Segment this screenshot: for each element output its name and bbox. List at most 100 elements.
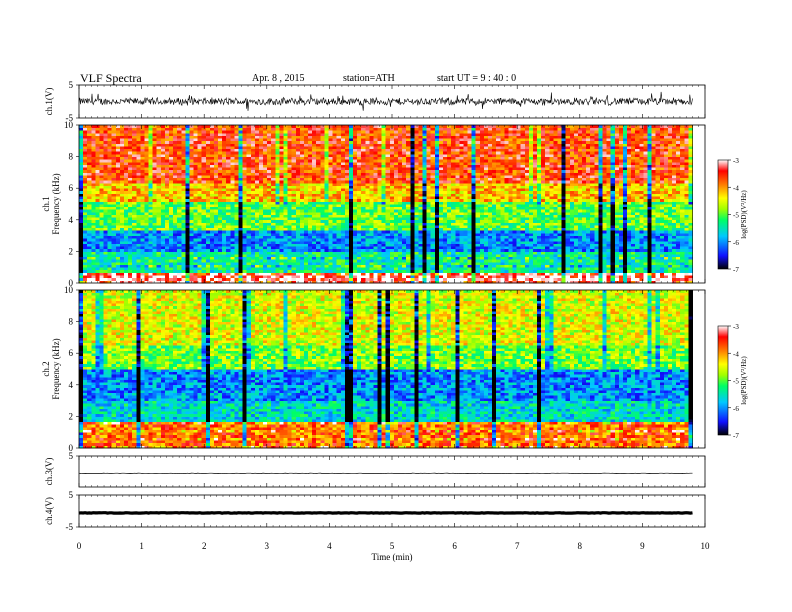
spectrogram-cell bbox=[389, 225, 395, 229]
spectrogram-cell bbox=[132, 248, 137, 252]
spectrogram-cell bbox=[242, 151, 248, 155]
spectrogram-cell bbox=[115, 235, 121, 239]
spectrogram-cell bbox=[148, 227, 154, 231]
spectrogram-cell bbox=[369, 272, 374, 276]
spectrogram-cell bbox=[107, 182, 113, 186]
spectrogram-cell bbox=[87, 240, 92, 244]
spectrogram-cell bbox=[385, 148, 391, 152]
spectrogram-cell bbox=[136, 159, 141, 163]
spectrogram-cell bbox=[250, 190, 256, 194]
spectrogram-cell bbox=[287, 280, 293, 284]
spectrogram-cell bbox=[254, 269, 260, 273]
spectrogram-cell bbox=[95, 254, 100, 258]
spectrogram-cell bbox=[389, 172, 395, 176]
spectrogram-cell bbox=[201, 127, 207, 131]
spectrogram-cell bbox=[177, 280, 182, 284]
spectrogram-cell bbox=[99, 140, 104, 144]
spectrogram-cell bbox=[357, 235, 362, 239]
spectrogram-cell bbox=[312, 254, 317, 258]
spectrogram-cell bbox=[222, 180, 227, 184]
spectrogram-cell bbox=[402, 151, 407, 155]
spectrogram-cell bbox=[123, 238, 129, 242]
spectrogram-cell bbox=[95, 153, 100, 157]
spectrogram-cell bbox=[336, 182, 342, 186]
spectrogram-cell bbox=[173, 201, 178, 205]
spectrogram-cell bbox=[316, 169, 321, 173]
spectrogram-cell bbox=[328, 175, 333, 179]
spectrogram-cell bbox=[316, 140, 321, 144]
spectrogram-cell bbox=[353, 164, 358, 168]
spectrogram-cell bbox=[381, 182, 387, 186]
spectrogram-cell bbox=[140, 235, 145, 239]
spectrogram-cell bbox=[357, 267, 362, 271]
spectrogram-cell bbox=[213, 269, 219, 273]
spectrogram-cell bbox=[287, 225, 293, 229]
spectrogram-cell bbox=[222, 225, 227, 229]
spectrogram-cell bbox=[398, 238, 403, 242]
spectrogram-cell bbox=[132, 277, 137, 281]
spectrogram-cell bbox=[205, 248, 211, 252]
spectrogram-cell bbox=[119, 180, 125, 184]
spectrogram-cell bbox=[197, 153, 203, 157]
spectrogram-cell bbox=[271, 143, 276, 147]
spectrogram-cell bbox=[164, 277, 170, 281]
spectrogram-cell bbox=[168, 180, 174, 184]
spectrogram-cell bbox=[205, 164, 211, 168]
spectrogram-cell bbox=[373, 225, 378, 229]
spectrogram-cell bbox=[406, 222, 411, 226]
spectrogram-cell bbox=[222, 238, 227, 242]
spectrogram-cell bbox=[107, 143, 113, 147]
spectrogram-cell bbox=[144, 235, 149, 239]
spectrogram-cell bbox=[95, 169, 100, 173]
spectrogram-cell bbox=[103, 135, 109, 139]
spectrogram-cell bbox=[197, 161, 203, 165]
spectrogram-cell bbox=[185, 267, 190, 271]
spectrogram-cell bbox=[111, 227, 117, 231]
spectrogram-cell bbox=[140, 143, 145, 147]
spectrogram-cell bbox=[373, 188, 378, 192]
spectrogram-cell bbox=[369, 151, 374, 155]
spectrogram-cell bbox=[263, 159, 268, 163]
spectrogram-cell bbox=[87, 204, 92, 208]
spectrogram-cell bbox=[398, 198, 403, 202]
spectrogram-cell bbox=[242, 264, 248, 268]
spectrogram-cell bbox=[181, 193, 186, 197]
spectrogram-cell bbox=[348, 190, 354, 194]
spectrogram-cell bbox=[111, 143, 117, 147]
spectrogram-cell bbox=[263, 238, 268, 242]
spectrogram-cell bbox=[119, 156, 125, 160]
spectrogram-cell bbox=[336, 125, 342, 129]
spectrogram-cell bbox=[242, 256, 248, 260]
spectrogram-cell bbox=[279, 140, 284, 144]
spectrogram-cell bbox=[402, 246, 407, 250]
spectrogram-cell bbox=[140, 225, 145, 229]
spectrogram-cell bbox=[177, 138, 182, 142]
spectrogram-cell bbox=[103, 277, 109, 281]
spectrogram-cell bbox=[316, 164, 321, 168]
spectrogram-cell bbox=[267, 159, 272, 163]
spectrogram-cell bbox=[222, 169, 227, 173]
spectrogram-cell bbox=[332, 198, 338, 202]
spectrogram-cell bbox=[99, 164, 104, 168]
spectrogram-cell bbox=[209, 219, 215, 223]
spectrogram-cell bbox=[119, 143, 125, 147]
spectrogram-cell bbox=[267, 246, 272, 250]
spectrogram-cell bbox=[87, 238, 92, 242]
spectrogram-cell bbox=[303, 232, 309, 236]
spectrogram-cell bbox=[144, 125, 149, 129]
spectrogram-cell bbox=[389, 153, 395, 157]
spectrogram-cell bbox=[234, 217, 239, 221]
spectrogram-cell bbox=[103, 261, 109, 265]
spectrogram-cell bbox=[398, 153, 403, 157]
spectrogram-cell bbox=[263, 201, 268, 205]
spectrogram-cell bbox=[173, 222, 178, 226]
spectrogram-cell bbox=[365, 248, 370, 252]
spectrogram-cell bbox=[87, 180, 92, 184]
spectrogram-cell bbox=[144, 164, 149, 168]
spectrogram-cell bbox=[381, 156, 387, 160]
spectrogram-cell bbox=[140, 206, 145, 210]
spectrogram-cell bbox=[410, 185, 415, 189]
spectrogram-cell bbox=[361, 272, 366, 276]
spectrogram-cell bbox=[107, 254, 113, 258]
spectrogram-cell bbox=[414, 261, 419, 265]
